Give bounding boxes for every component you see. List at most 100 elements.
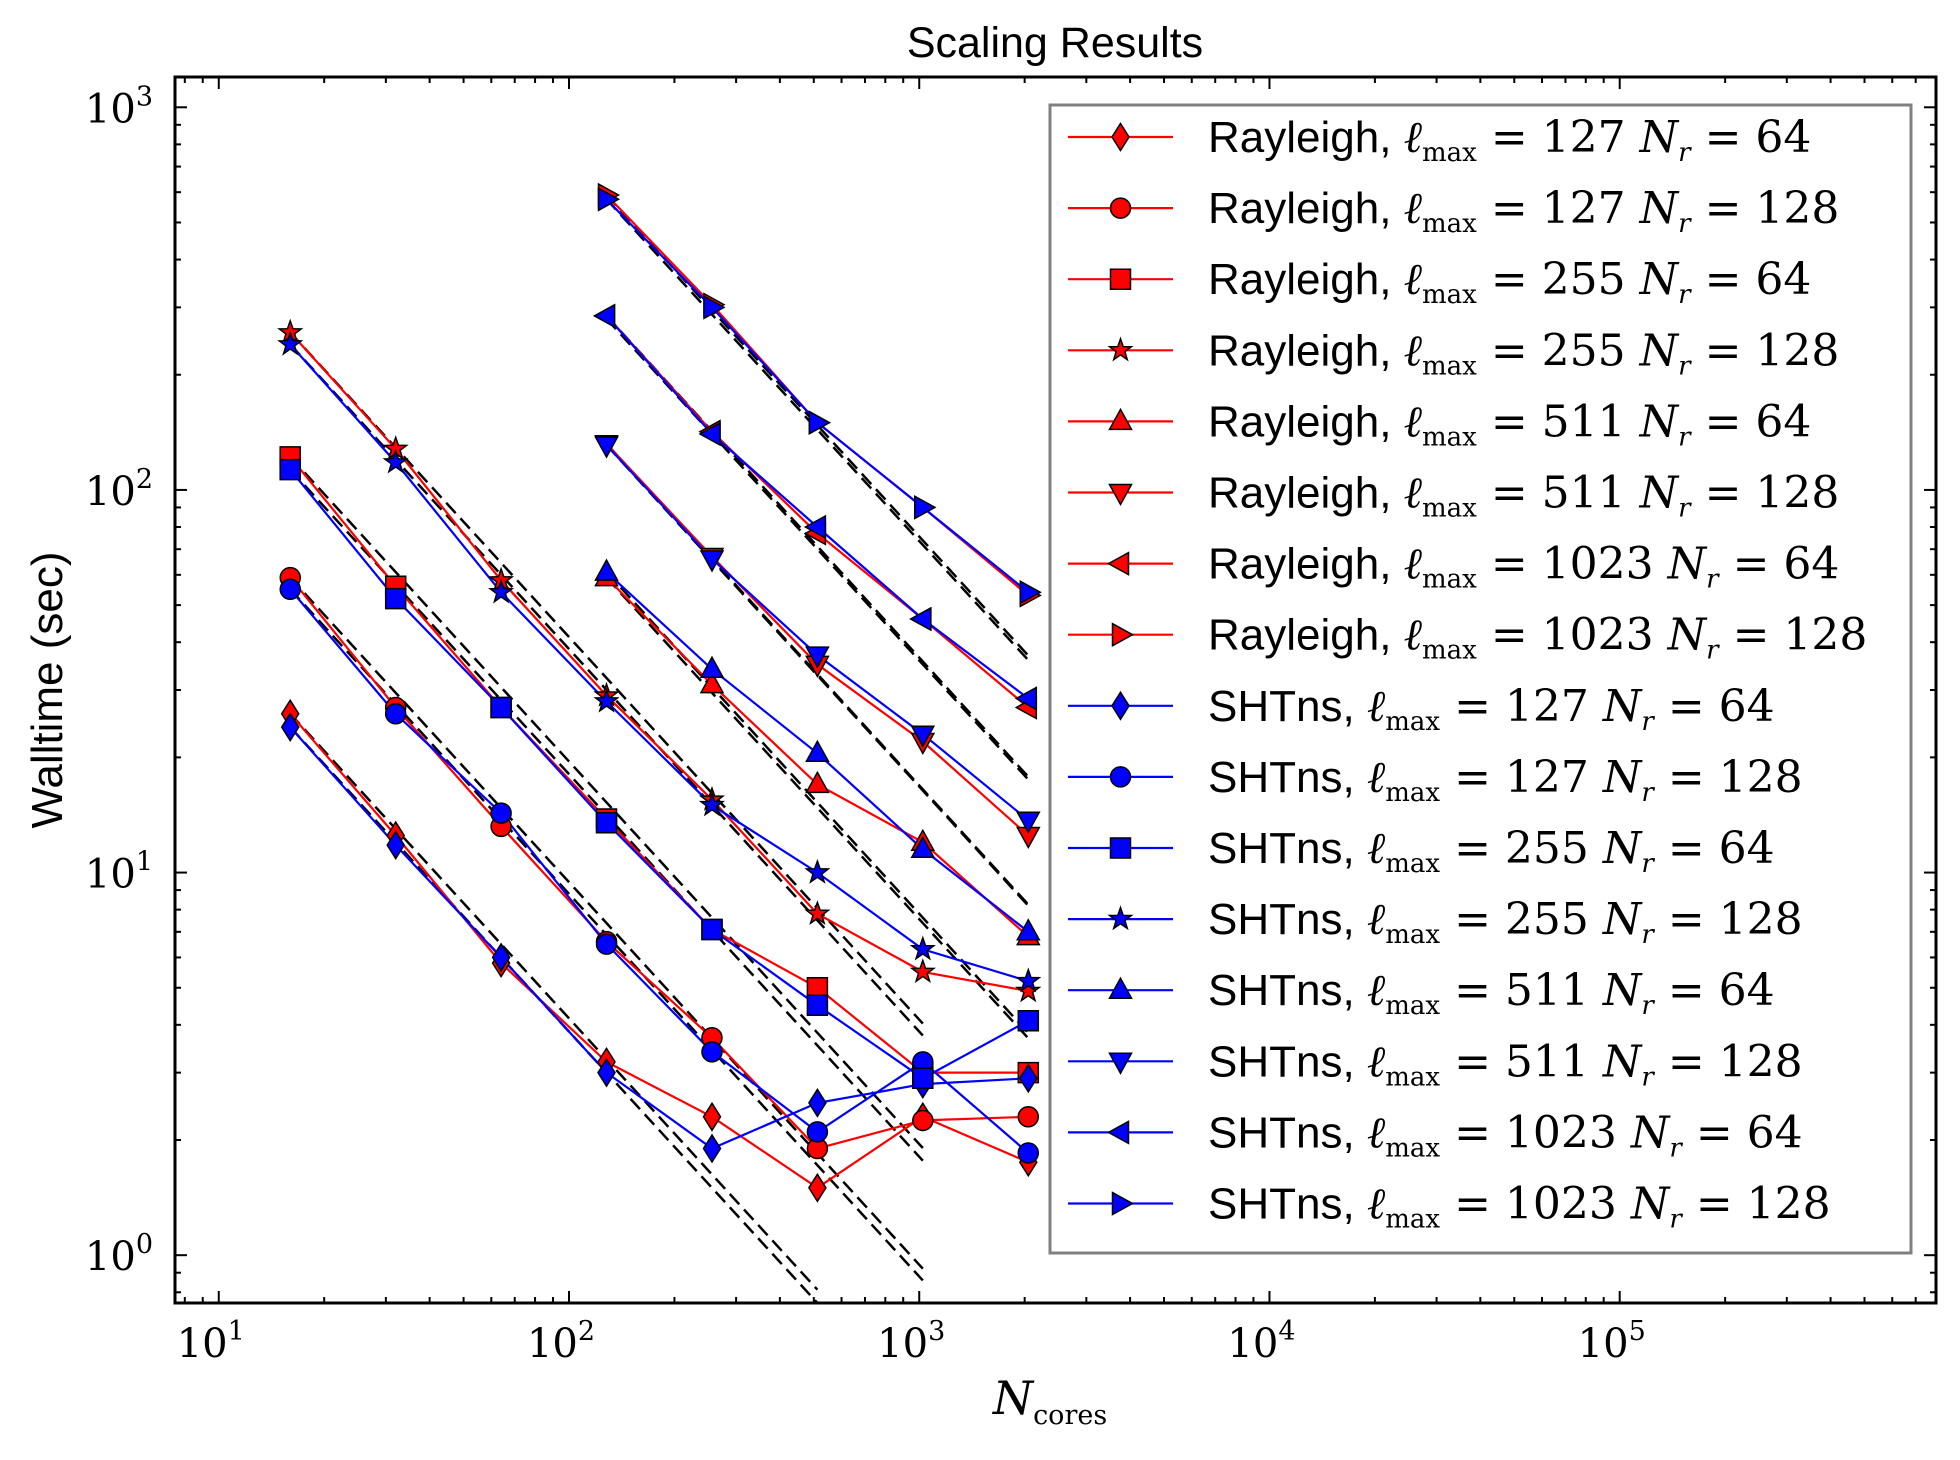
legend-label-n: N (1667, 539, 1708, 590)
series-line-3 (289, 331, 1029, 993)
y-tick-label-exponent: 1 (136, 847, 153, 878)
legend-label-ell: ℓ (1367, 752, 1386, 803)
legend-label: Rayleigh, ℓmax = 255 Nr = 64 (1208, 254, 1811, 310)
series-8-point (597, 1057, 616, 1088)
legend-label: Rayleigh, ℓmax = 127 Nr = 128 (1208, 183, 1839, 239)
x-tick-label-exponent: 2 (578, 1316, 595, 1347)
series-8-point (280, 712, 300, 743)
legend-label-code: SHTns, (1208, 895, 1367, 944)
legend-label-lmax: = 127 (1477, 183, 1640, 234)
legend-label-ell: ℓ (1404, 325, 1423, 376)
y-tick-label-base: 10 (85, 852, 136, 898)
y-tick-label-exponent: 3 (136, 81, 153, 112)
legend-label-n: N (1639, 254, 1680, 305)
legend-label-max: max (1422, 209, 1477, 239)
legend-label-nr: = 64 (1682, 1107, 1803, 1158)
legend-label-nr: = 128 (1691, 183, 1840, 234)
legend-label-n: N (1602, 681, 1643, 732)
series-9-point (701, 1041, 723, 1063)
legend-label-r: r (1678, 209, 1692, 239)
series-line-9 (289, 588, 1030, 1154)
legend-label-n: N (1639, 396, 1680, 447)
series-13-point (1016, 811, 1041, 834)
legend-label-max: max (1422, 138, 1477, 168)
legend-label-max: max (1422, 636, 1477, 666)
legend-label-code: SHTns, (1208, 966, 1367, 1015)
legend-label-r: r (1706, 565, 1720, 595)
legend-label-ell: ℓ (1367, 894, 1386, 945)
legend-label-n: N (1602, 823, 1643, 874)
reference-line-4 (289, 456, 924, 1149)
series-12-point (594, 558, 619, 581)
legend-label: Rayleigh, ℓmax = 127 Nr = 64 (1208, 112, 1811, 168)
series-12-point (699, 655, 725, 678)
legend-label: Rayleigh, ℓmax = 255 Nr = 128 (1208, 325, 1839, 381)
series-1-point (912, 1109, 934, 1132)
legend-label-max: max (1385, 707, 1440, 737)
x-tick-label-base: 10 (877, 1321, 928, 1367)
x-tick-label-exponent: 4 (1278, 1316, 1295, 1347)
legend-label-code: SHTns, (1208, 1180, 1367, 1229)
series-13-point (699, 550, 725, 573)
legend-label-nr: = 64 (1719, 539, 1840, 590)
legend-label: SHTns, ℓmax = 127 Nr = 128 (1208, 752, 1803, 808)
legend-marker (1111, 690, 1130, 721)
series-4-point (805, 770, 830, 794)
series-9-point (490, 802, 512, 824)
legend-label-nr: = 128 (1654, 1036, 1803, 1087)
legend-marker (1106, 551, 1130, 576)
series-12-point (805, 739, 830, 763)
legend-label-lmax: = 127 (1477, 112, 1640, 163)
series-9-point (1017, 1142, 1040, 1164)
series-line-8 (289, 726, 1029, 1150)
legend-label-nr: = 128 (1691, 468, 1840, 519)
series-15-point (597, 187, 621, 212)
x-tick-label: 104 (1227, 1316, 1295, 1367)
legend-label: Rayleigh, ℓmax = 1023 Nr = 64 (1208, 539, 1839, 595)
legend-label-r: r (1641, 991, 1655, 1021)
legend-label-nr: = 64 (1654, 681, 1775, 732)
series-14-point (803, 514, 827, 540)
y-tick-label-exponent: 0 (136, 1229, 153, 1260)
legend-label-max: max (1385, 849, 1440, 879)
legend-label-code: Rayleigh, (1208, 255, 1404, 304)
series-15-point (703, 295, 726, 320)
series-14-point (592, 303, 616, 329)
legend-label-lmax: = 1023 (1440, 1179, 1631, 1230)
x-axis-label-sub: cores (1033, 1400, 1107, 1431)
legend-label-n: N (1602, 894, 1643, 945)
legend-label: Rayleigh, ℓmax = 511 Nr = 64 (1208, 396, 1811, 452)
x-tick-label: 102 (527, 1316, 595, 1367)
legend-label-lmax: = 255 (1477, 325, 1640, 376)
legend-label-r: r (1678, 494, 1692, 524)
legend-label-ell: ℓ (1367, 681, 1386, 732)
legend-label-code: SHTns, (1208, 1037, 1367, 1086)
legend-label-code: SHTns, (1208, 682, 1367, 731)
series-11-point (593, 687, 620, 713)
legend-marker (1108, 407, 1133, 431)
legend-label: SHTns, ℓmax = 1023 Nr = 64 (1208, 1107, 1803, 1163)
legend-label-max: max (1385, 778, 1440, 808)
series-11-point (277, 330, 304, 356)
series-9-point (595, 933, 618, 955)
legend-label-nr: = 64 (1691, 254, 1812, 305)
y-axis-label: Walltime (sec) (23, 551, 72, 828)
legend-marker (1108, 976, 1133, 999)
legend-marker (1106, 1120, 1130, 1145)
x-tick-label: 105 (1578, 1316, 1646, 1367)
legend-label-code: Rayleigh, (1208, 326, 1404, 375)
legend-label-r: r (1678, 280, 1692, 310)
series-11-point (909, 935, 936, 961)
x-tick-label-exponent: 1 (228, 1316, 245, 1347)
legend-label: SHTns, ℓmax = 127 Nr = 64 (1208, 681, 1775, 737)
series-3-point (1015, 977, 1042, 1003)
legend-marker (1109, 197, 1132, 219)
legend-label-code: Rayleigh, (1208, 469, 1404, 518)
legend-label-n: N (1667, 610, 1708, 661)
legend-marker (1108, 1052, 1133, 1075)
series-14-point (698, 421, 721, 447)
legend-label-ell: ℓ (1404, 112, 1423, 163)
legend-label-lmax: = 511 (1477, 396, 1640, 447)
legend-label-r: r (1678, 351, 1692, 381)
legend-marker (1109, 766, 1132, 788)
